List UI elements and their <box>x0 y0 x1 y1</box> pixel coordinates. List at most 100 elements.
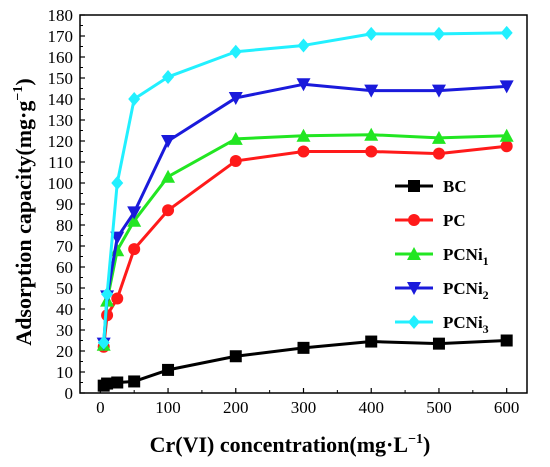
y-tick-label: 30 <box>56 321 73 340</box>
tick-labels: 0102030405060708090100110120130140150160… <box>48 6 520 417</box>
series-pcni3 <box>97 25 513 350</box>
legend-marker-bc <box>408 180 420 192</box>
x-tick-label: 500 <box>426 398 452 417</box>
y-axis-title: Adsorption capacity(mg·g−1) <box>11 78 36 345</box>
data-point-pcni2 <box>499 80 514 94</box>
legend-marker-pcni2 <box>407 282 421 295</box>
data-point-bc <box>229 350 242 363</box>
y-tick-label: 90 <box>56 195 73 214</box>
data-point-pcni3 <box>365 26 378 41</box>
data-point-bc <box>162 363 175 376</box>
data-point-pcni1 <box>431 130 446 144</box>
data-point-bc <box>111 376 124 389</box>
y-tick-label: 160 <box>48 48 74 67</box>
y-tick-label: 70 <box>56 237 73 256</box>
legend-label-base: PCNi <box>443 279 483 298</box>
legend-marker-pc <box>408 214 420 226</box>
legend-label-pcni3: PCNi3 <box>443 313 489 336</box>
data-point-pcni2 <box>296 78 311 92</box>
y-tick-label: 0 <box>65 384 74 403</box>
data-point-pc <box>297 145 310 158</box>
data-point-pcni3 <box>97 335 110 350</box>
data-point-pc <box>500 140 513 153</box>
x-tick-label: 200 <box>223 398 249 417</box>
x-tick-label: 0 <box>96 398 105 417</box>
data-point-pcni1 <box>127 213 142 227</box>
y-axis-title-tail: ) <box>11 78 36 85</box>
y-tick-label: 80 <box>56 216 73 235</box>
data-point-pcni3 <box>432 26 445 41</box>
x-axis-title-superscript: −1 <box>408 432 423 447</box>
data-point-bc <box>297 341 310 354</box>
data-point-bc <box>500 334 513 347</box>
data-point-pcni2 <box>364 84 379 98</box>
x-tick-label: 300 <box>291 398 317 417</box>
legend-item-pcni3: PCNi3 <box>395 313 489 336</box>
data-point-pcni1 <box>499 128 514 142</box>
y-tick-label: 40 <box>56 300 73 319</box>
x-tick-label: 100 <box>155 398 181 417</box>
legend-label-base: PCNi <box>443 313 483 332</box>
legend-label-base: BC <box>443 177 467 196</box>
data-point-pcni3 <box>162 69 175 84</box>
data-point-pcni3 <box>111 176 124 190</box>
legend-label-base: PCNi <box>443 245 483 264</box>
series-layer <box>96 25 514 392</box>
data-point-pcni1 <box>296 128 311 142</box>
y-tick-label: 110 <box>48 153 73 172</box>
data-point-pcni3 <box>500 25 513 40</box>
y-tick-label: 150 <box>48 69 74 88</box>
series-line-pcni3 <box>102 31 507 343</box>
data-point-bc <box>432 337 445 350</box>
x-tick-label: 600 <box>494 398 520 417</box>
legend-label-subscript: 1 <box>483 254 489 268</box>
y-tick-label: 100 <box>48 174 74 193</box>
y-tick-label: 170 <box>48 27 74 46</box>
y-tick-label: 120 <box>48 132 74 151</box>
y-tick-label: 20 <box>56 342 73 361</box>
x-axis-title: Cr(VI) concentration(mg·L−1) <box>150 432 431 457</box>
data-point-pc <box>229 154 242 167</box>
legend-item-pcni2: PCNi2 <box>395 279 489 302</box>
y-axis-title-superscript: −1 <box>11 86 26 101</box>
legend-item-bc: BC <box>395 177 467 196</box>
legend-label-pc: PC <box>443 211 466 230</box>
x-tick-label: 400 <box>358 398 384 417</box>
data-point-pcni2 <box>228 91 243 105</box>
data-point-pcni3 <box>297 38 310 53</box>
data-point-pcni1 <box>228 131 243 145</box>
axes <box>79 14 528 394</box>
legend-item-pc: PC <box>395 211 466 230</box>
y-tick-label: 60 <box>56 258 73 277</box>
data-point-pcni2 <box>431 84 446 98</box>
data-point-pcni2 <box>127 206 142 220</box>
series-pc <box>97 140 513 353</box>
data-point-pc <box>111 292 124 305</box>
x-axis-title-tail: ) <box>423 432 430 457</box>
data-point-pc <box>432 147 445 160</box>
data-point-pc <box>162 204 175 217</box>
data-point-bc <box>365 335 378 348</box>
data-point-pc <box>365 145 378 158</box>
y-tick-label: 10 <box>56 363 73 382</box>
legend-marker-pcni1 <box>407 247 421 260</box>
legend-label-pcni2: PCNi2 <box>443 279 489 302</box>
y-tick-label: 50 <box>56 279 73 298</box>
legend-marker-pcni3 <box>408 315 420 329</box>
y-tick-label: 180 <box>48 6 74 25</box>
data-point-pcni1 <box>161 169 176 183</box>
data-point-bc <box>101 377 114 390</box>
series-line-pcni2 <box>102 82 507 344</box>
data-point-pcni3 <box>128 92 141 106</box>
data-point-pcni2 <box>161 135 176 148</box>
data-point-bc <box>128 375 141 388</box>
legend-label-bc: BC <box>443 177 467 196</box>
data-point-pcni3 <box>229 44 242 59</box>
legend-label-subscript: 2 <box>483 288 489 302</box>
legend-label-pcni1: PCNi1 <box>443 245 489 268</box>
legend-label-subscript: 3 <box>483 322 489 336</box>
series-bc <box>97 334 513 392</box>
data-point-pc <box>128 243 141 256</box>
